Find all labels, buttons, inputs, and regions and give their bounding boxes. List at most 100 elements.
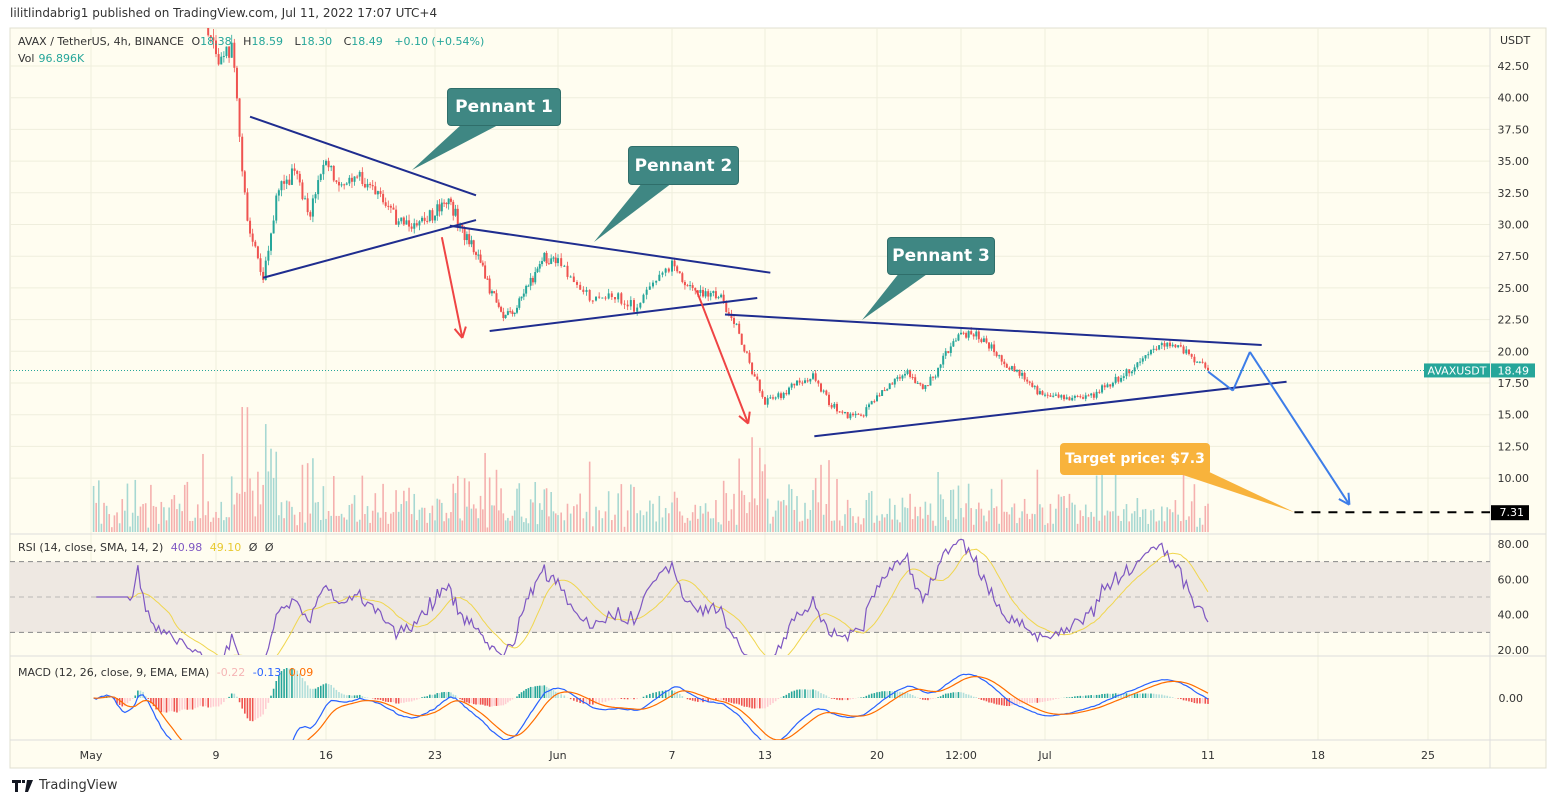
candle-body [582,289,585,292]
candle-body [1179,345,1182,347]
macd-hist-bar [828,697,830,698]
candle-body [844,411,846,413]
candle-body [658,274,661,281]
target-price-callout[interactable]: Target price: $7.3 [1060,443,1210,475]
volume-bar [645,511,648,532]
macd-hist-bar [500,698,502,706]
volume-bar [92,485,95,532]
macd-hist-bar [560,694,562,698]
candle-body [720,294,723,298]
volume-bar [694,504,697,532]
macd-hist-bar [790,691,793,698]
volume-bar [225,517,228,532]
volume-bar [990,488,993,532]
macd-hist-bar [822,694,825,698]
macd-hist-bar [116,698,118,704]
candle-body [629,300,632,307]
macd-hist-bar [607,698,610,701]
macd-hist-bar [649,693,651,698]
low-label: L [294,35,301,48]
volume-bar [833,520,836,532]
macd-hist-bar [152,698,155,707]
volume-bar [397,511,400,532]
candle-body [990,344,993,349]
candle-body [566,265,569,277]
macd-hist-bar [1046,698,1049,701]
volume-bar [1057,494,1060,532]
macd-title[interactable]: MACD (12, 26, close, 9, EMA, EMA) [18,666,210,679]
volume-bar [1204,505,1207,532]
macd-hist-bar [525,689,527,698]
macd-hist-bar [793,690,796,698]
candle-body [988,342,990,349]
candle-body [906,370,909,374]
volume-bar [142,504,144,532]
macd-hist-bar [1169,696,1171,698]
volume-bar [780,501,782,532]
macd-hist-bar [358,694,361,698]
volume-bar [857,516,860,532]
volume-bar [152,505,155,532]
macd-hist-bar [978,698,980,699]
callout-pointer [412,124,500,170]
volume-bar [582,518,585,532]
volume-bar [209,521,212,532]
low-value: 18.30 [300,35,333,48]
symbol-title[interactable]: AVAX / TetherUS, 4h, BINANCE [18,35,184,48]
volume-bar [849,507,852,532]
macd-hist-bar [1034,698,1036,703]
volume-bar [1065,507,1068,532]
volume-bar [207,501,209,532]
macd-hist-bar [812,689,814,698]
macd-hist-bar [225,698,228,699]
candle-body [397,221,400,225]
volume-bar [967,483,970,532]
volume-bar [348,505,351,532]
candle-body [898,377,901,379]
macd-hist-bar [168,698,170,712]
macd-hist-bar [392,698,395,703]
volume-bar [664,507,667,532]
volume-bar [1207,503,1209,532]
volume-bar [735,524,738,532]
volume-bar [896,519,899,532]
macd-hist-bar [108,697,111,698]
macd-hist-bar [1161,694,1163,698]
volume-bar [639,510,642,532]
volume-bar [438,499,441,532]
macd-hist-bar [534,686,537,698]
footer-brand[interactable]: TradingView [12,778,118,793]
pennant-3-callout[interactable]: Pennant 3 [887,237,995,275]
macd-hist-bar [400,698,403,703]
candle-body [1087,395,1090,397]
macd-hist-bar [1182,698,1185,701]
candle-body [814,373,817,381]
candle-body [639,302,642,308]
macd-hist-bar [896,691,899,698]
volume-bar [1103,515,1106,532]
pennant-1-callout[interactable]: Pennant 1 [447,88,561,126]
volume-bar [493,505,496,532]
candle-body [1120,377,1123,382]
pennant-2-callout[interactable]: Pennant 2 [628,146,739,185]
candle-body [1106,384,1109,388]
volume-bar [860,524,862,532]
volume-bar [408,487,410,532]
pennant-3-lower [814,380,1287,438]
macd-hist-bar [990,698,993,703]
candle-body [1190,354,1193,357]
volume-bar [804,502,806,532]
volume-bar [332,476,335,532]
volume-bar [1049,503,1052,532]
macd-hist-bar [283,669,285,698]
pennant-1-upper [249,115,477,197]
rsi-title[interactable]: RSI (14, close, SMA, 14, 2) [18,541,164,554]
candle-body [1141,358,1144,362]
volume-bar [681,515,684,532]
volume-bar [191,520,194,532]
macd-hist-bar [645,695,648,698]
candle-body [1171,344,1174,347]
candle-body [934,376,937,378]
candle-body [893,378,896,385]
